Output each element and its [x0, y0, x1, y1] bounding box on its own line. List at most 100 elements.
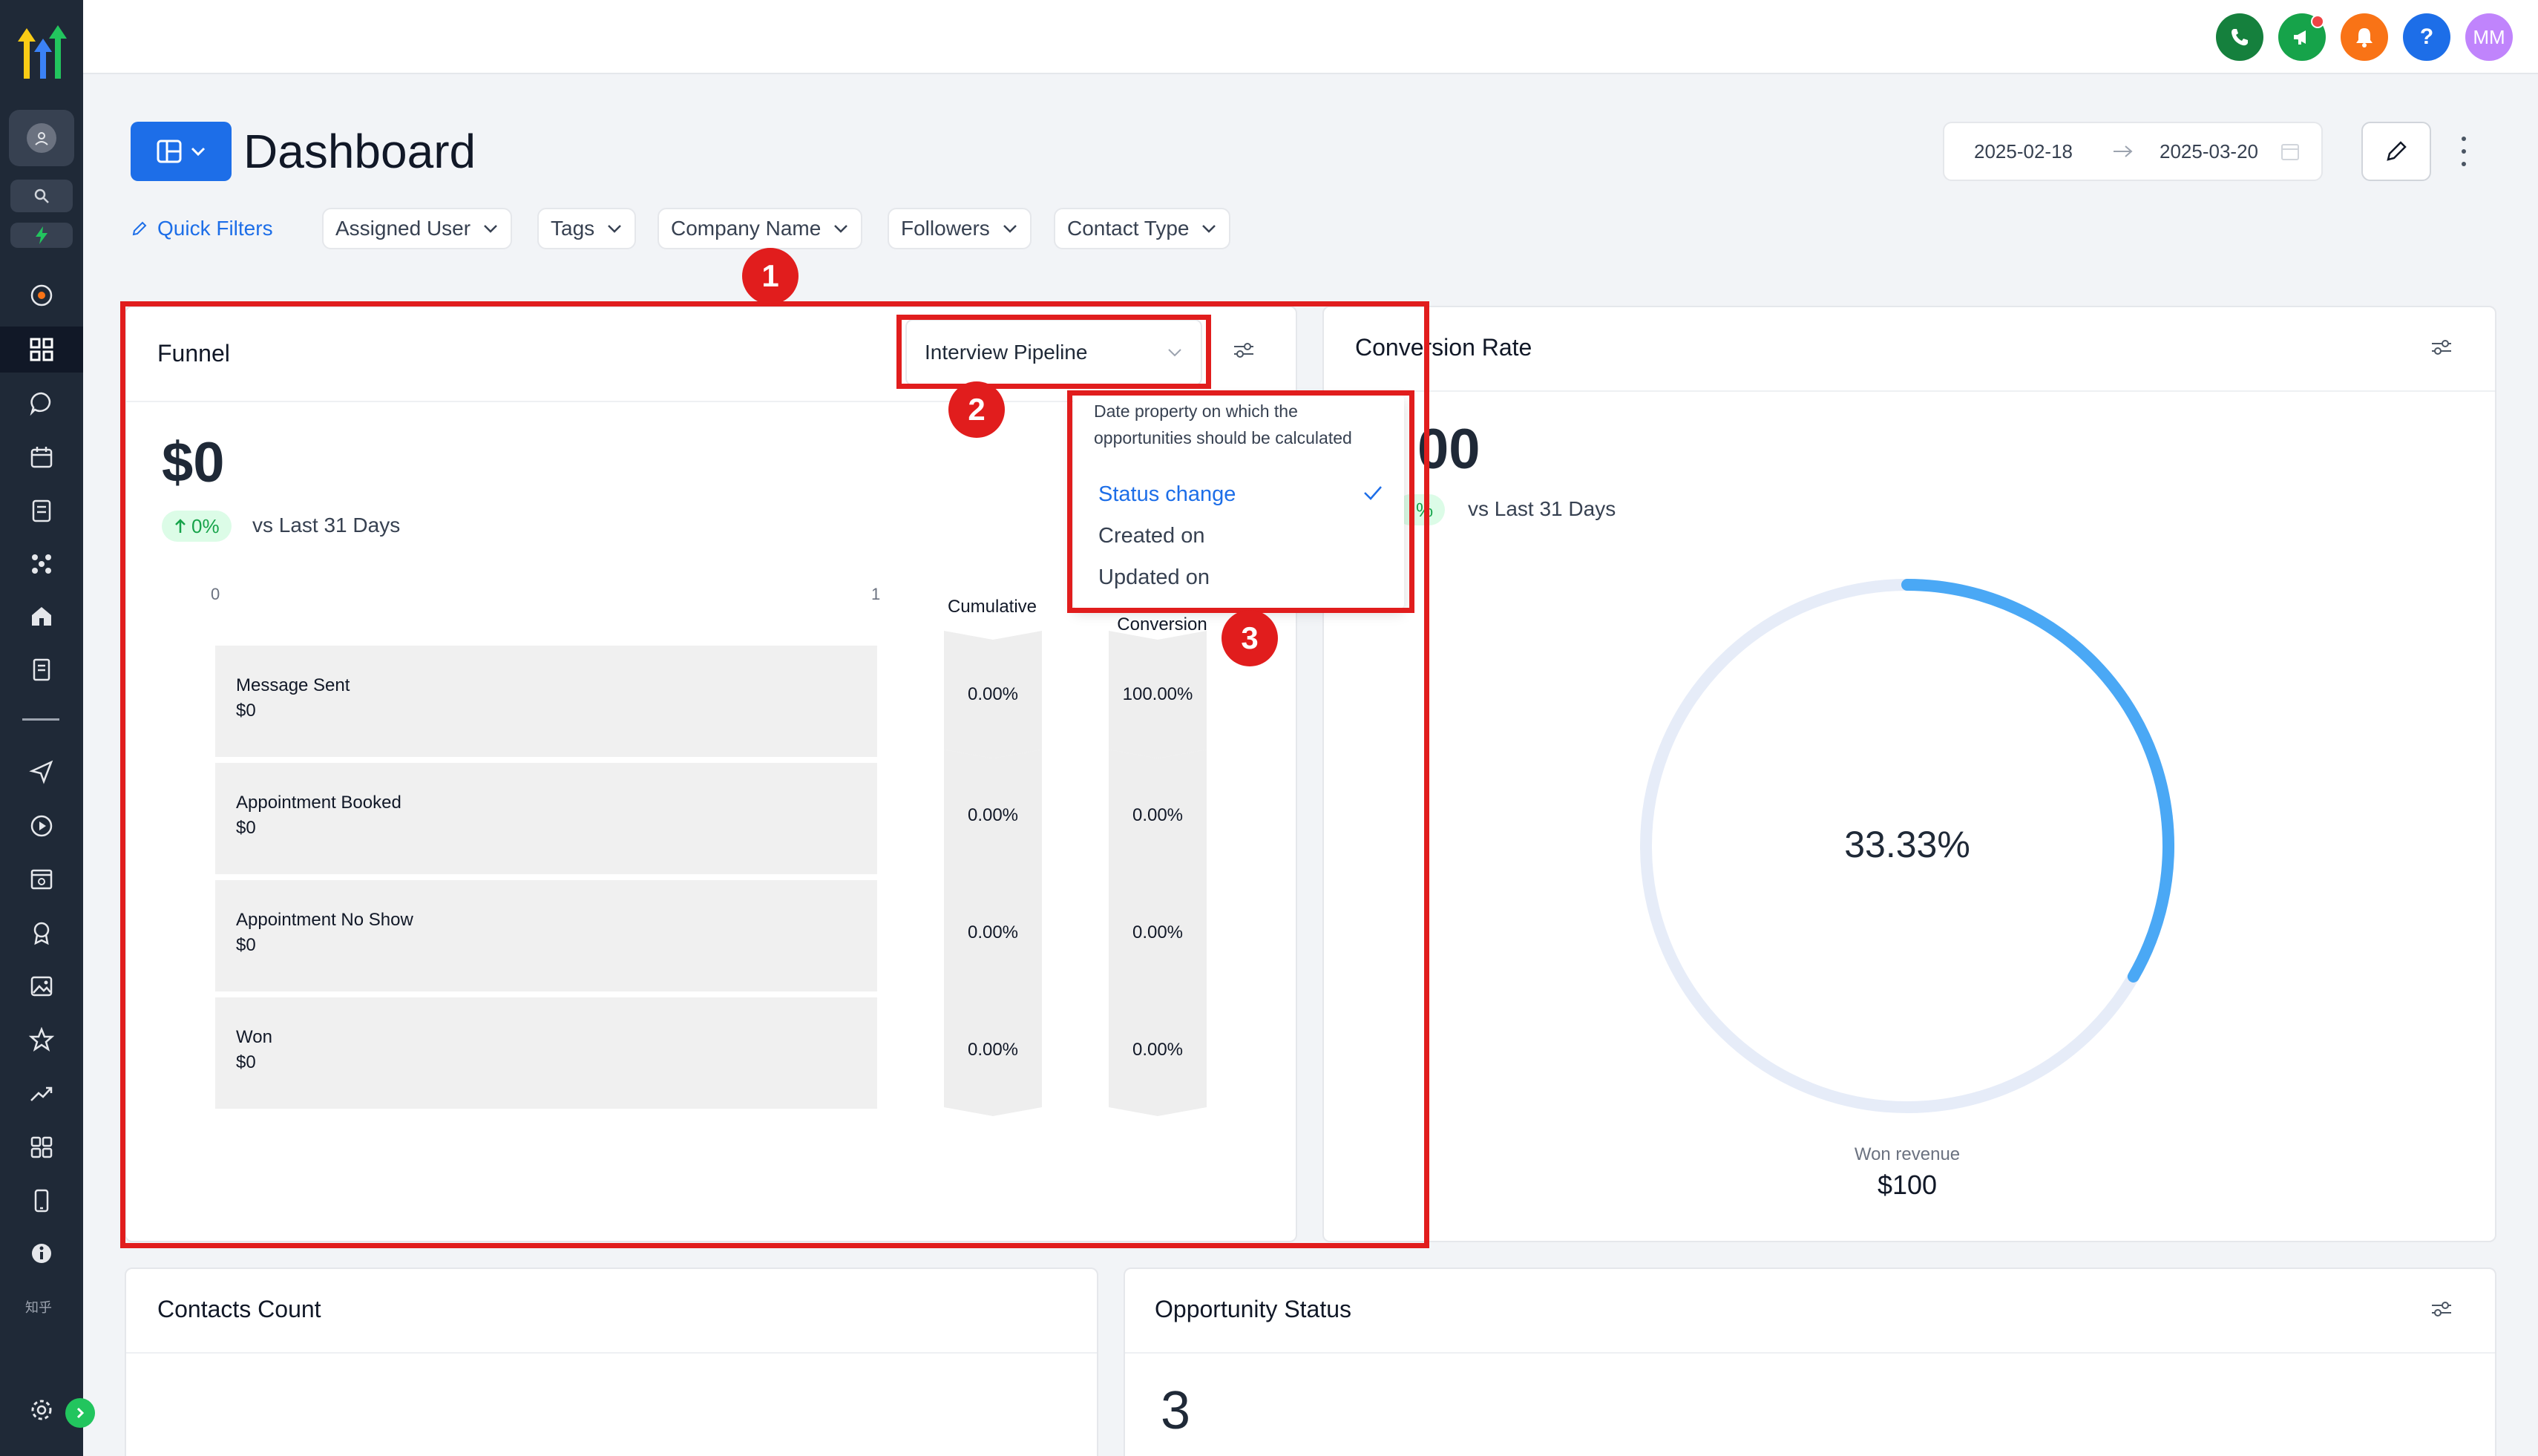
stage-value: $0	[236, 701, 256, 721]
info-icon[interactable]	[25, 1237, 58, 1270]
option-updated-on[interactable]: Updated on	[1098, 565, 1210, 589]
more-options-icon[interactable]	[2456, 137, 2471, 166]
opportunities-icon[interactable]	[25, 548, 58, 580]
arrow-up-icon	[175, 519, 186, 533]
filter-assigned-user[interactable]: Assigned User	[322, 208, 513, 249]
conversion-cell: 100.00%	[1109, 631, 1207, 758]
filter-tags[interactable]: Tags	[537, 208, 637, 249]
app-marketplace-icon[interactable]	[25, 1131, 58, 1164]
sidebar-divider	[22, 718, 59, 721]
pipeline-value: Interview Pipeline	[925, 341, 1088, 364]
gauge-value: 33.33%	[1844, 824, 1970, 865]
arrow-right-icon	[2114, 145, 2133, 157]
search-icon[interactable]	[10, 180, 73, 212]
funnel-stage[interactable]: Appointment No Show $0	[215, 880, 877, 991]
option-status-change[interactable]: Status change	[1098, 482, 1236, 506]
cumulative-cell: 0.00%	[944, 631, 1042, 758]
filter-followers[interactable]: Followers	[888, 208, 1032, 249]
mobile-app-icon[interactable]	[25, 1184, 58, 1217]
cumulative-cell: 0.00%	[944, 984, 1042, 1116]
account-switcher[interactable]	[9, 110, 74, 166]
sites-icon[interactable]	[25, 863, 58, 896]
card-title: Opportunity Status	[1155, 1296, 1352, 1322]
star-icon[interactable]	[25, 1023, 58, 1056]
card-divider	[126, 401, 1296, 402]
stage-name: Won	[236, 1027, 272, 1047]
sliders-icon[interactable]	[1230, 337, 1257, 364]
won-revenue-value: $100	[1877, 1170, 1938, 1200]
conversion-cell: 0.00%	[1109, 750, 1207, 882]
gauge-arc	[1901, 579, 2174, 983]
sidebar: 知乎	[0, 0, 95, 1456]
chevron-down-icon	[1168, 349, 1181, 357]
stage-name: Message Sent	[236, 675, 350, 695]
chevron-down-icon	[1003, 225, 1017, 233]
avatar-initials: MM	[2473, 25, 2505, 48]
annotation-badge: 2	[948, 381, 1005, 438]
card-divider	[1324, 390, 2495, 392]
notification-dot	[2311, 15, 2324, 28]
conversion-header: Conversion	[1117, 614, 1207, 634]
send-icon[interactable]	[25, 755, 58, 788]
pencil-icon	[2387, 141, 2407, 161]
date-start: 2025-02-18	[1974, 140, 2073, 163]
conversion-gauge: 33.33%	[1640, 579, 2174, 1113]
card-divider	[1125, 1352, 2495, 1354]
automation-icon[interactable]	[25, 810, 58, 842]
conversations-icon[interactable]	[25, 387, 58, 419]
funnel-stage[interactable]: Appointment Booked $0	[215, 763, 877, 874]
chevron-down-icon	[484, 225, 497, 233]
dropdown-description: Date property on which the opportunities…	[1094, 401, 1352, 447]
edit-dashboard-button[interactable]	[2361, 122, 2431, 181]
contacts-icon[interactable]	[25, 494, 58, 527]
phone-icon	[2232, 29, 2248, 46]
option-created-on[interactable]: Created on	[1098, 524, 1205, 548]
launchpad-icon[interactable]	[25, 279, 58, 312]
cumulative-cell: 0.00%	[944, 867, 1042, 999]
conversion-rate-card: Conversion Rate	[1322, 306, 2496, 1242]
media-icon[interactable]	[25, 970, 58, 1003]
checkmark-icon	[1364, 486, 1382, 500]
announcements-button[interactable]	[2278, 13, 2326, 61]
filter-contact-type[interactable]: Contact Type	[1054, 208, 1231, 249]
expand-sidebar-button[interactable]	[65, 1398, 95, 1428]
phone-button[interactable]	[2216, 13, 2263, 61]
sliders-icon[interactable]	[2428, 334, 2455, 361]
funnel-stage[interactable]: Message Sent $0	[215, 646, 877, 757]
dashboard-icon[interactable]	[25, 333, 58, 366]
calendar-icon	[2281, 144, 2299, 160]
filter-label: Contact Type	[1067, 217, 1190, 240]
stage-value: $0	[236, 818, 256, 838]
sidebar-language-label[interactable]: 知乎	[25, 1300, 52, 1315]
settings-icon[interactable]	[25, 1394, 58, 1426]
stage-name: Appointment Booked	[236, 793, 401, 813]
cumulative-cell: 0.00%	[944, 750, 1042, 882]
filter-company-name[interactable]: Company Name	[658, 208, 863, 249]
date-end: 2025-03-20	[2160, 140, 2258, 163]
annotation-box-3	[1067, 390, 1414, 613]
dashboard-switcher-button[interactable]	[131, 122, 232, 181]
contacts-count-card: Contacts Count	[125, 1268, 1098, 1456]
app-logo[interactable]	[13, 22, 71, 82]
quick-filters-label: Quick Filters	[157, 217, 273, 240]
avatar[interactable]: MM	[2465, 13, 2513, 61]
home-icon[interactable]	[25, 600, 58, 632]
notifications-button[interactable]	[2341, 13, 2388, 61]
pipeline-select[interactable]: Interview Pipeline	[905, 319, 1202, 386]
chevron-down-icon	[834, 225, 848, 233]
lightning-icon[interactable]	[10, 223, 73, 248]
chevron-down-icon	[191, 147, 206, 157]
sliders-icon[interactable]	[2428, 1296, 2455, 1322]
memberships-icon[interactable]	[25, 916, 58, 949]
reporting-icon[interactable]	[25, 1078, 58, 1110]
quick-filters-link[interactable]: Quick Filters	[131, 212, 273, 245]
date-range-picker[interactable]: 2025-02-18 2025-03-20	[1943, 122, 2323, 181]
calendar-icon[interactable]	[25, 441, 58, 473]
filter-label: Followers	[901, 217, 990, 240]
card-title: Conversion Rate	[1355, 334, 1532, 361]
won-revenue-label: Won revenue	[1854, 1144, 1961, 1164]
payments-icon[interactable]	[25, 653, 58, 686]
help-icon: ?	[2419, 24, 2434, 49]
help-button[interactable]: ?	[2403, 13, 2450, 61]
funnel-stage[interactable]: Won $0	[215, 997, 877, 1109]
